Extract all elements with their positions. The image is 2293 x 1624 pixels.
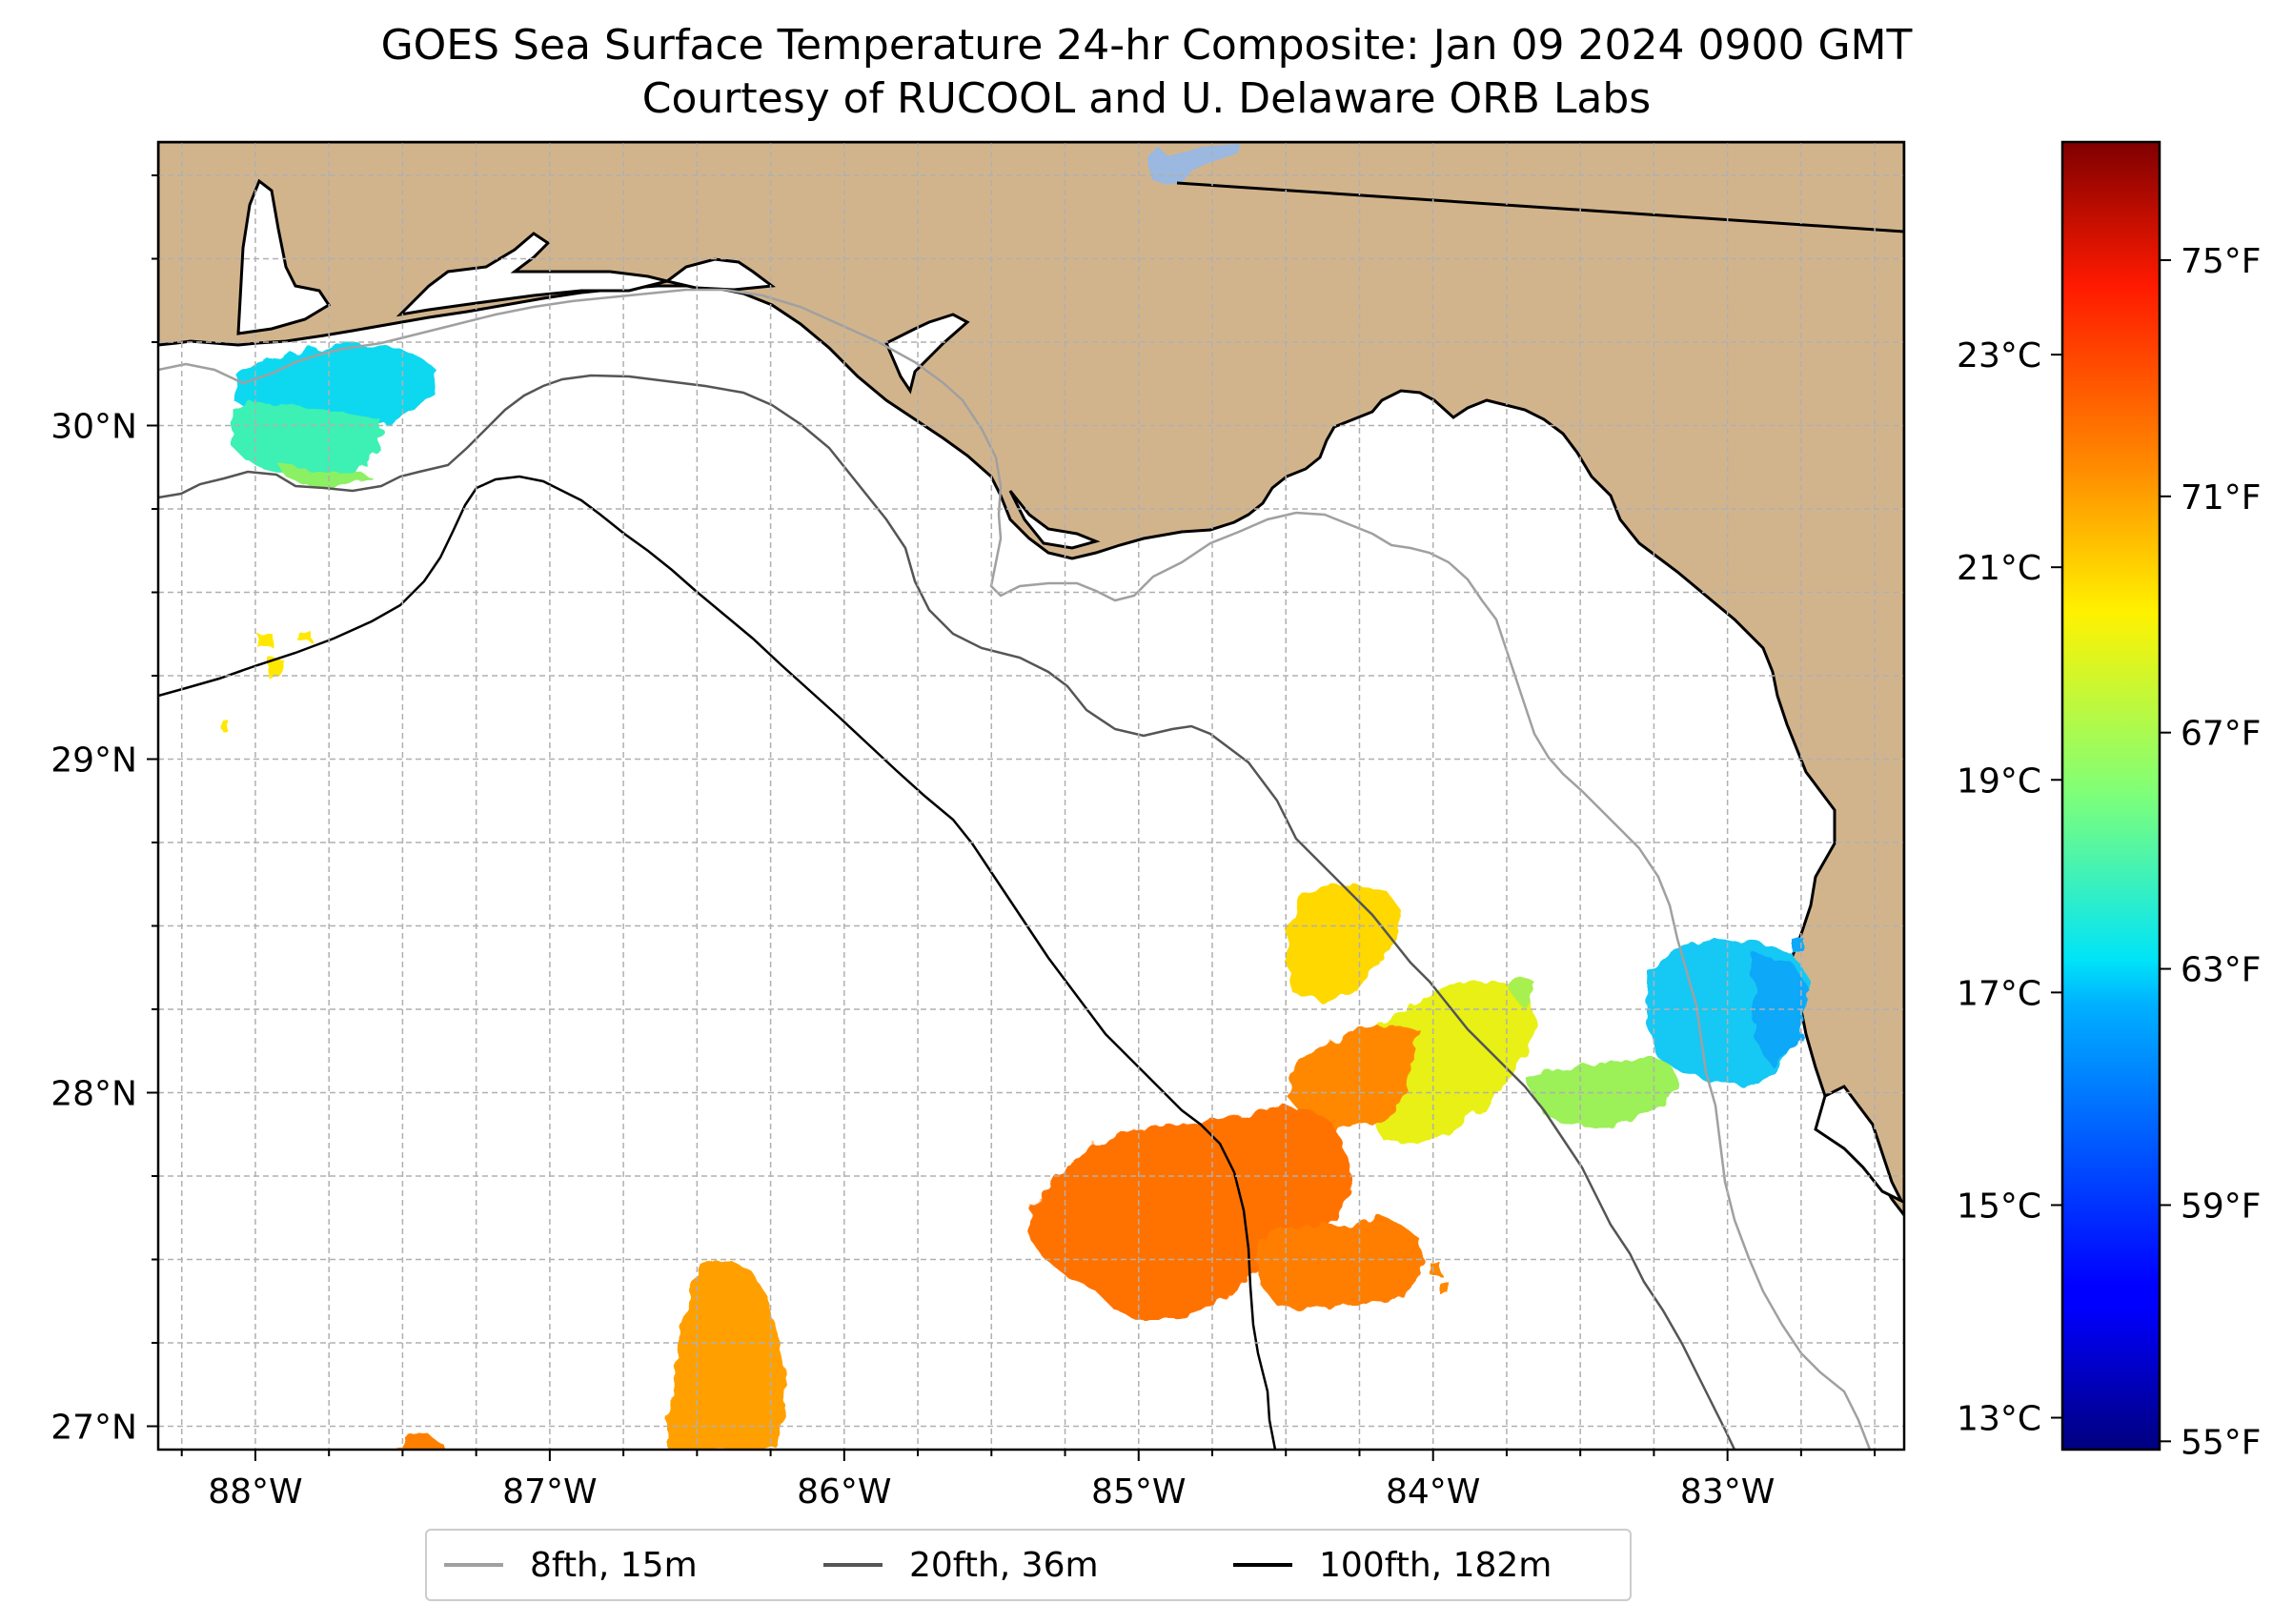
legend-line-100fth	[1233, 1563, 1292, 1567]
legend-line-20fth	[823, 1563, 883, 1567]
legend-line-8fth	[444, 1563, 503, 1567]
legend-label-100fth: 100fth, 182m	[1319, 1545, 1552, 1585]
latitude-tick-label: 30°N	[51, 408, 137, 447]
st-andrews-bay	[663, 257, 776, 292]
longitude-tick-label: 83°W	[1680, 1472, 1775, 1512]
legend-item-8fth: 8fth, 15m	[444, 1531, 698, 1599]
longitude-tick-label: 84°W	[1386, 1472, 1480, 1512]
sst-patch	[233, 345, 436, 427]
map-frame	[156, 140, 1906, 1451]
sst-patch	[1506, 977, 1534, 1010]
sst-patch	[298, 632, 312, 641]
longitude-tick-label: 87°W	[502, 1472, 597, 1512]
map-subtitle: Courtesy of RUCOOL and U. Delaware ORB L…	[641, 74, 1652, 123]
legend-item-20fth: 20fth, 36m	[823, 1531, 1099, 1599]
sst-patch	[1525, 1058, 1677, 1129]
longitude-tick-label: 88°W	[208, 1472, 302, 1512]
map-gridlines	[158, 142, 1904, 1450]
tampa-bay	[1814, 1085, 1904, 1205]
isobath-20fth	[158, 374, 1736, 1450]
longitude-tick-label: 85°W	[1091, 1472, 1186, 1512]
isobath-legend: 8fth, 15m 20fth, 36m 100fth, 182m	[425, 1529, 1632, 1601]
state-border	[1176, 181, 1904, 233]
isobath-100fth	[158, 475, 1277, 1450]
sst-patch	[1754, 953, 1811, 1067]
legend-label-20fth: 20fth, 36m	[909, 1545, 1099, 1585]
latitude-tick-label: 27°N	[51, 1409, 137, 1448]
latitude-axis: 27°N 28°N 29°N 30°N	[51, 174, 158, 1448]
st-joseph-bay	[1008, 490, 1101, 550]
legend-item-100fth: 100fth, 182m	[1233, 1531, 1552, 1599]
latitude-tick-label: 28°N	[51, 1075, 137, 1114]
sst-patch	[1258, 1215, 1425, 1310]
lake-seminole	[1146, 143, 1241, 186]
choctawhatchee-bay	[396, 232, 668, 317]
sst-patch	[398, 1434, 446, 1450]
sst-patch	[257, 634, 273, 647]
sst-patch	[276, 462, 372, 486]
pensacola-bay	[236, 178, 332, 335]
map-title: GOES Sea Surface Temperature 24-hr Compo…	[380, 21, 1913, 70]
sst-patch	[1287, 1025, 1420, 1134]
sst-patch	[1792, 939, 1805, 952]
sst-patch	[233, 400, 381, 481]
longitude-tick-label: 86°W	[797, 1472, 891, 1512]
sst-patch	[1368, 982, 1534, 1144]
isobath-8fth	[158, 288, 1872, 1450]
sst-patch	[1029, 1106, 1353, 1320]
legend-label-8fth: 8fth, 15m	[530, 1545, 698, 1585]
apalachicola-bay	[884, 313, 970, 395]
latitude-tick-label: 29°N	[51, 741, 137, 781]
longitude-axis: 88°W 87°W 86°W 85°W 84°W 83°W	[180, 1450, 1877, 1512]
sst-patch	[1430, 1263, 1441, 1274]
sst-patch	[1439, 1282, 1449, 1293]
sst-patch	[222, 720, 228, 731]
sst-patch	[269, 658, 282, 679]
